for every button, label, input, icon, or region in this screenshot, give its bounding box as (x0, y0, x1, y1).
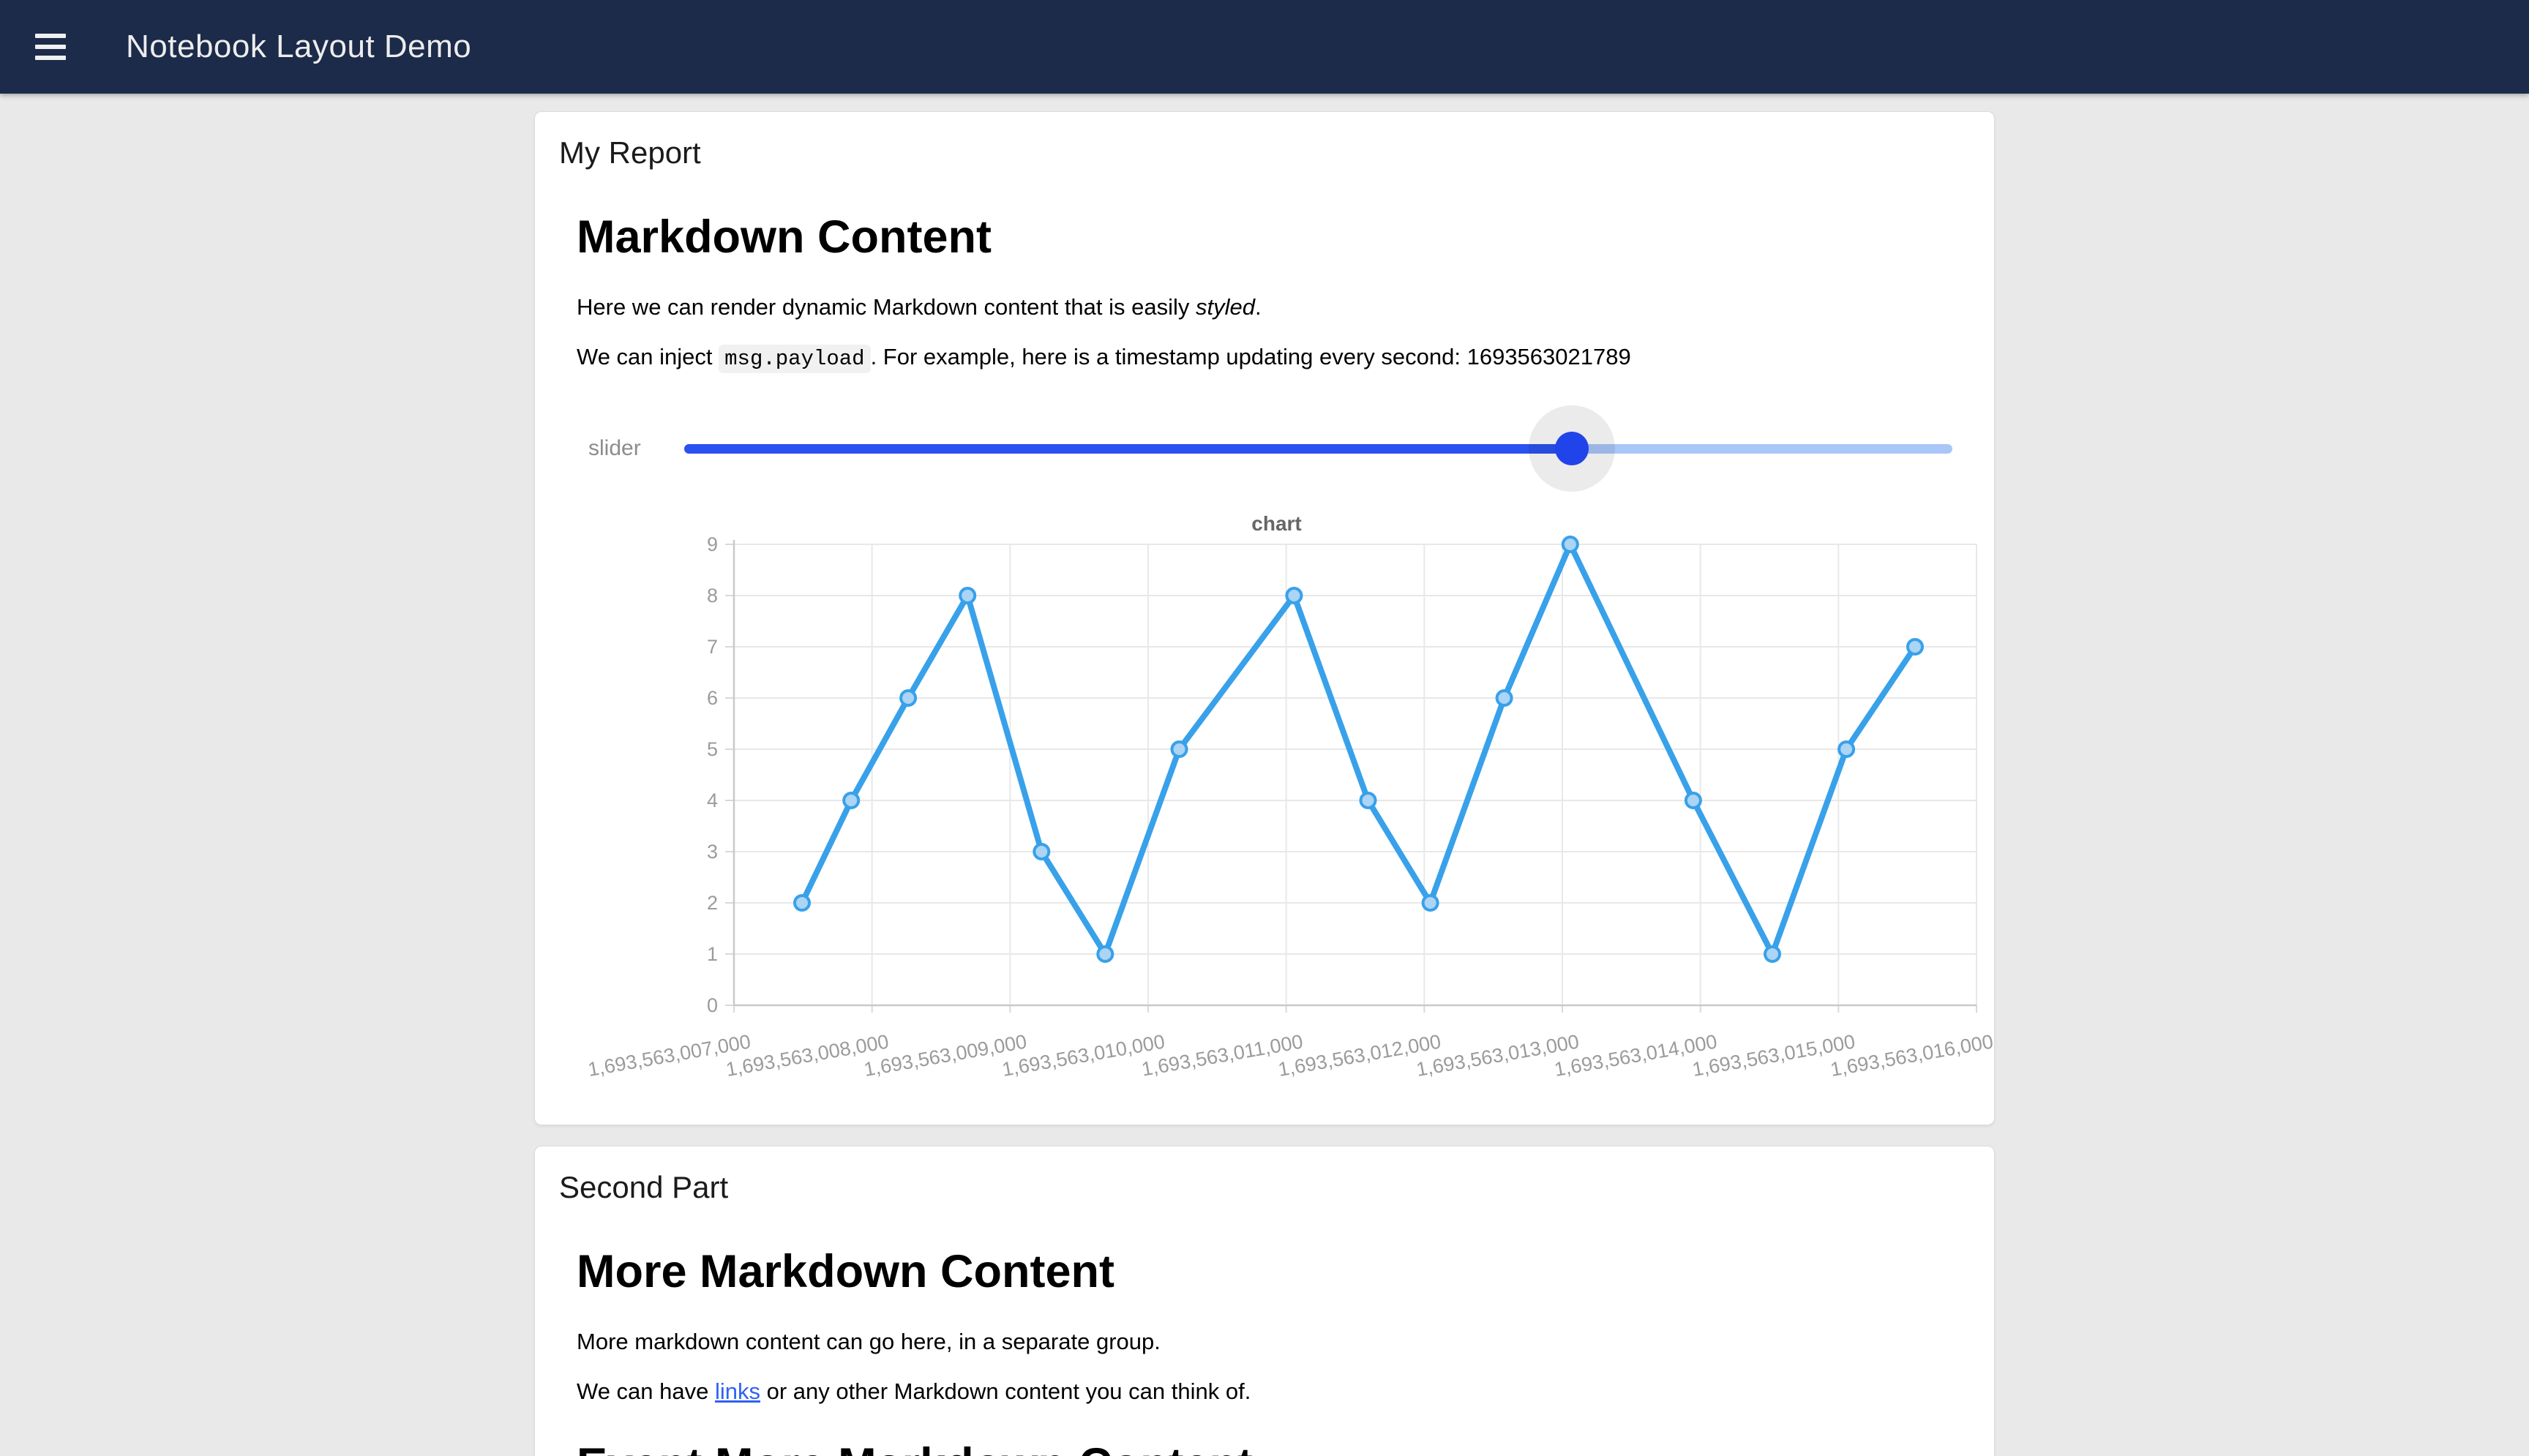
svg-text:4: 4 (707, 789, 718, 811)
markdown-paragraph-4: We can have links or any other Markdown … (577, 1378, 1251, 1404)
second-card-title: Second Part (559, 1170, 729, 1204)
links-link[interactable]: links (714, 1378, 760, 1404)
slider-label: slider (588, 436, 641, 460)
markdown-paragraph-2: We can inject msg.payload. For example, … (577, 341, 1952, 375)
report-card-title: My Report (559, 135, 701, 170)
menu-button[interactable] (35, 23, 82, 70)
italic-text: styled (1196, 294, 1255, 320)
markdown-paragraph-3: More markdown content can go here, in a … (577, 1329, 1161, 1354)
svg-text:chart: chart (1251, 512, 1301, 535)
markdown-widget: Markdown Content Here we can render dyna… (577, 209, 1995, 1113)
chart-widget: 0 1 2 3 4 5 6 7 8 9 1,693,563,007,000 1,693,563,008… (577, 498, 1995, 1113)
markdown-heading-3: Event More Markdown Content (577, 1437, 1952, 1456)
svg-text:1: 1 (707, 943, 718, 965)
markdown-heading: Markdown Content (577, 211, 992, 263)
markdown-widget-2: More Markdown Content More markdown cont… (577, 1244, 1952, 1456)
svg-text:0: 0 (707, 994, 718, 1016)
svg-text:7: 7 (707, 636, 718, 658)
svg-text:6: 6 (707, 687, 718, 709)
page-body: My Report Markdown Content Here we can r… (0, 94, 2529, 1456)
markdown-paragraph-1: Here we can render dynamic Markdown cont… (577, 294, 1262, 320)
app-header: Notebook Layout Demo (0, 0, 2529, 94)
second-card: Second Part More Markdown Content More m… (534, 1146, 1995, 1456)
report-card: My Report Markdown Content Here we can r… (534, 111, 1995, 1125)
line-chart: 01234567891,693,563,007,0001,693,563,008… (586, 512, 1995, 1081)
slider-widget: slider (577, 405, 1952, 492)
svg-text:8: 8 (707, 585, 718, 607)
slider-track-fill[interactable] (684, 443, 1573, 454)
app-title: Notebook Layout Demo (126, 29, 472, 64)
svg-text:2: 2 (707, 892, 718, 914)
svg-text:5: 5 (707, 738, 718, 760)
slider-thumb[interactable] (1555, 432, 1589, 465)
inline-code: msg.payload (719, 345, 871, 373)
slider[interactable] (684, 405, 1952, 492)
svg-text:9: 9 (707, 533, 718, 555)
hamburger-icon (35, 34, 66, 38)
markdown-heading-2: More Markdown Content (577, 1246, 1114, 1297)
svg-text:3: 3 (707, 841, 718, 863)
timestamp-value: 1693563021789 (1466, 344, 1631, 369)
